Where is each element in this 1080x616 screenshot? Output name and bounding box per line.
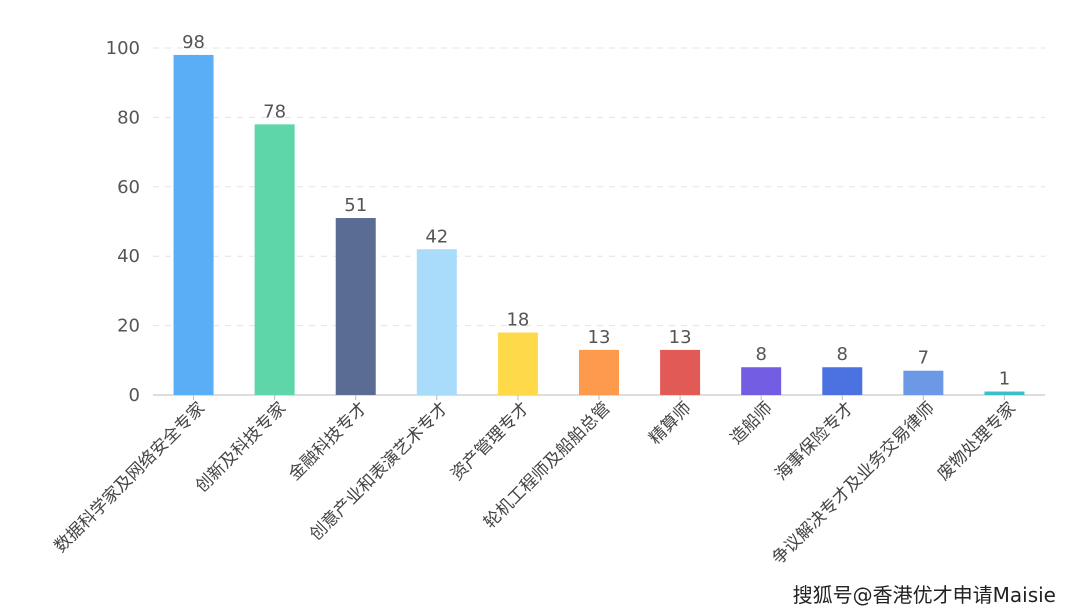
y-axis: 0 20 40 60 80 100 xyxy=(106,38,1045,406)
bar xyxy=(822,367,863,395)
data-label: 13 xyxy=(669,327,692,348)
data-label: 42 xyxy=(425,226,448,247)
bar xyxy=(254,124,295,395)
x-tick-label: 数据科学家及网络安全专家 xyxy=(51,398,209,556)
x-tick-label: 创意产业和表演艺术专才 xyxy=(306,398,452,544)
x-tick-label: 争议解决专才及业务交易律师 xyxy=(768,398,938,568)
bar xyxy=(984,391,1025,395)
y-tick-label: 20 xyxy=(117,316,140,337)
bar xyxy=(903,370,944,395)
x-tick-label: 废物处理专家 xyxy=(934,398,1020,484)
x-tick-label: 金融科技专才 xyxy=(285,398,371,484)
x-axis: 数据科学家及网络安全专家创新及科技专家金融科技专才创意产业和表演艺术专才资产管理… xyxy=(51,395,1020,569)
bar xyxy=(741,367,782,395)
bar xyxy=(497,332,538,395)
data-label: 98 xyxy=(182,32,205,53)
data-label: 8 xyxy=(755,344,766,365)
bar xyxy=(335,218,376,395)
gridlines xyxy=(153,47,1045,327)
y-tick-label: 0 xyxy=(129,385,140,406)
bar xyxy=(416,249,457,395)
x-tick-label: 精算师 xyxy=(645,398,695,448)
y-tick-label: 60 xyxy=(117,177,140,198)
y-tick-label: 40 xyxy=(117,246,140,267)
data-labels: 98 78 51 42 18 13 13 8 8 7 1 xyxy=(182,32,1010,390)
x-tick-label: 海事保险专才 xyxy=(772,398,858,484)
y-tick-label: 80 xyxy=(117,107,140,128)
data-label: 78 xyxy=(263,101,286,122)
data-label: 51 xyxy=(344,195,367,216)
bar xyxy=(173,54,214,395)
data-label: 8 xyxy=(837,344,848,365)
data-label: 1 xyxy=(999,369,1010,390)
y-tick-label: 100 xyxy=(106,38,140,59)
bar xyxy=(660,349,701,395)
bar xyxy=(579,349,619,395)
data-label: 18 xyxy=(506,310,529,331)
x-tick-label: 造船师 xyxy=(727,398,777,448)
data-label: 13 xyxy=(588,327,611,348)
bars xyxy=(173,54,1025,395)
watermark: 搜狐号@香港优才申请Maisie xyxy=(792,583,1056,607)
x-tick-label: 资产管理专才 xyxy=(447,398,533,484)
data-label: 7 xyxy=(918,348,929,369)
